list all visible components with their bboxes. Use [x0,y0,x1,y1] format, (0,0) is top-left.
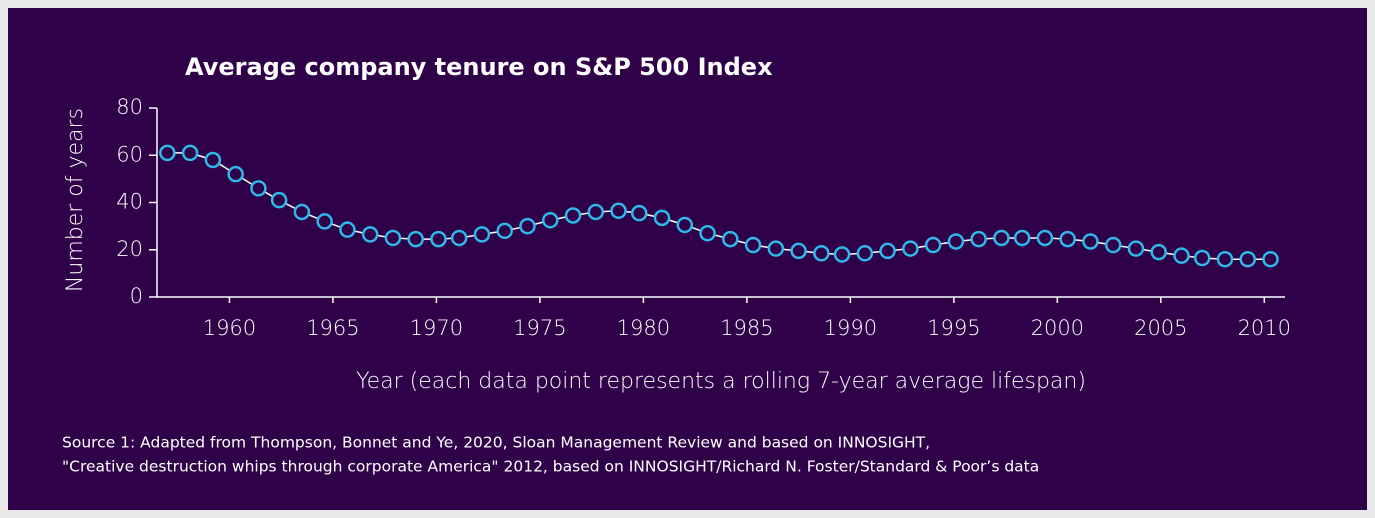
marker [993,229,1010,247]
marker [159,144,176,162]
y-tick-label: 80 [116,95,143,119]
x-tick-label: 1980 [617,316,670,340]
marker [181,144,199,162]
marker [1013,229,1031,247]
marker [699,224,716,242]
marker [339,221,356,238]
marker [270,191,288,209]
x-tick-label: 2010 [1238,316,1291,340]
marker [450,229,468,247]
marker [1036,229,1054,247]
marker [1193,249,1211,267]
marker [1082,233,1099,250]
marker [653,209,671,227]
marker [1216,250,1234,268]
marker [924,236,942,254]
x-tick-label: 1960 [203,316,256,340]
marker [361,226,379,243]
marker [1173,247,1190,264]
x-tick-label: 1990 [824,316,877,340]
marker [1262,250,1279,268]
marker [947,233,965,250]
marker [813,245,830,262]
x-tick-label: 1975 [513,316,566,340]
marker [676,216,694,234]
source-line: "Creative destruction whips through corp… [62,458,1039,476]
marker [630,204,648,222]
x-tick-label: 1965 [306,316,359,340]
marker [204,151,222,169]
marker [564,207,582,224]
marker [1239,250,1256,268]
marker [384,229,402,247]
x-axis-label: Year (each data point represents a rolli… [356,369,1086,394]
marker [833,246,851,263]
x-tick-label: 2000 [1031,316,1084,340]
marker [496,222,513,240]
marker [250,180,267,197]
marker [316,213,333,230]
marker [744,236,762,254]
chart-title: Average company tenure on S&P 500 Index [185,53,773,81]
marker [1127,240,1145,257]
y-tick-label: 20 [116,237,143,261]
marker [1150,243,1167,261]
y-axis-label: Number of years [63,108,88,292]
x-tick-label: 1995 [927,316,980,340]
marker [610,202,627,220]
marker [430,230,447,248]
marker [587,203,605,221]
marker [519,217,536,235]
marker [473,226,491,243]
marker [541,211,559,229]
marker [1059,230,1076,248]
marker [1104,236,1122,254]
x-tick-label: 1985 [720,316,773,340]
marker [722,230,739,248]
marker [767,240,785,257]
y-tick-label: 60 [116,142,143,166]
marker [790,242,807,260]
marker [856,245,874,262]
marker [227,165,244,183]
marker [970,230,987,248]
source-line: Source 1: Adapted from Thompson, Bonnet … [62,434,930,452]
x-tick-label: 2005 [1134,316,1187,340]
marker [293,203,311,221]
marker [407,230,424,248]
y-tick-label: 40 [116,190,143,214]
marker [879,242,896,260]
y-tick-label: 0 [130,284,143,308]
panel [8,8,1367,510]
x-tick-label: 1970 [410,316,463,340]
marker [902,240,919,257]
